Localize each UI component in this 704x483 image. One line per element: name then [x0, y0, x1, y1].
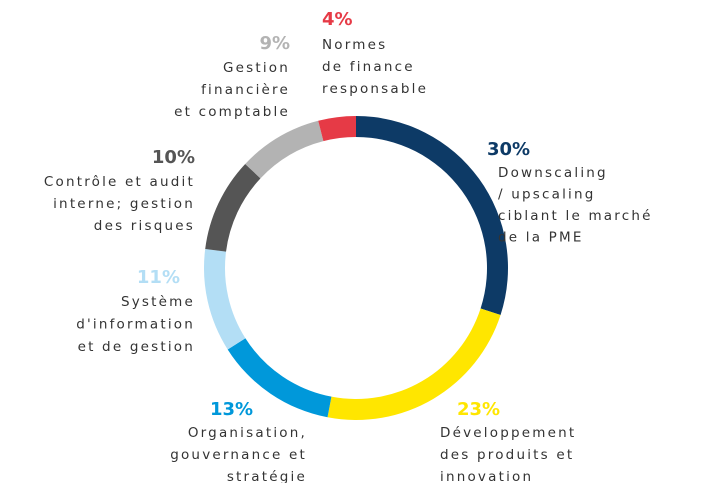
category-label: financière	[201, 82, 290, 98]
category-label: Organisation,	[188, 425, 307, 441]
value-label: 4%	[322, 9, 353, 30]
category-label: des produits et	[440, 447, 574, 463]
category-label: responsable	[322, 81, 428, 97]
category-label: d'information	[76, 317, 195, 333]
category-label: ciblant le marché	[498, 208, 653, 224]
donut-slice	[245, 120, 324, 179]
category-label: des risques	[94, 218, 195, 234]
donut-slice	[356, 116, 508, 315]
category-label: Downscaling	[498, 165, 608, 181]
category-label: stratégie	[227, 469, 307, 483]
donut-slice	[205, 163, 261, 252]
donut-slice	[203, 248, 246, 350]
category-label: Normes	[322, 37, 387, 53]
category-label: Développement	[440, 425, 576, 441]
value-label: 13%	[210, 399, 253, 420]
category-label: Gestion	[223, 60, 290, 76]
category-label: et de gestion	[78, 339, 195, 355]
category-label: interne; gestion	[53, 196, 195, 212]
donut-slice	[327, 308, 501, 420]
value-label: 10%	[152, 147, 195, 168]
value-label: 23%	[457, 399, 500, 420]
category-label: innovation	[440, 469, 533, 483]
donut-slice	[318, 116, 356, 142]
category-label: de la PME	[498, 230, 584, 246]
category-label: gouvernance et	[170, 447, 307, 463]
value-label: 11%	[137, 267, 180, 288]
category-label: Système	[121, 294, 195, 310]
category-label: et comptable	[174, 104, 290, 120]
category-label: / upscaling	[498, 187, 596, 203]
category-label: Contrôle et audit	[44, 174, 195, 190]
value-label: 9%	[259, 33, 290, 54]
value-label: 30%	[487, 139, 530, 160]
category-label: de finance	[322, 59, 415, 75]
donut-slice	[227, 338, 332, 418]
